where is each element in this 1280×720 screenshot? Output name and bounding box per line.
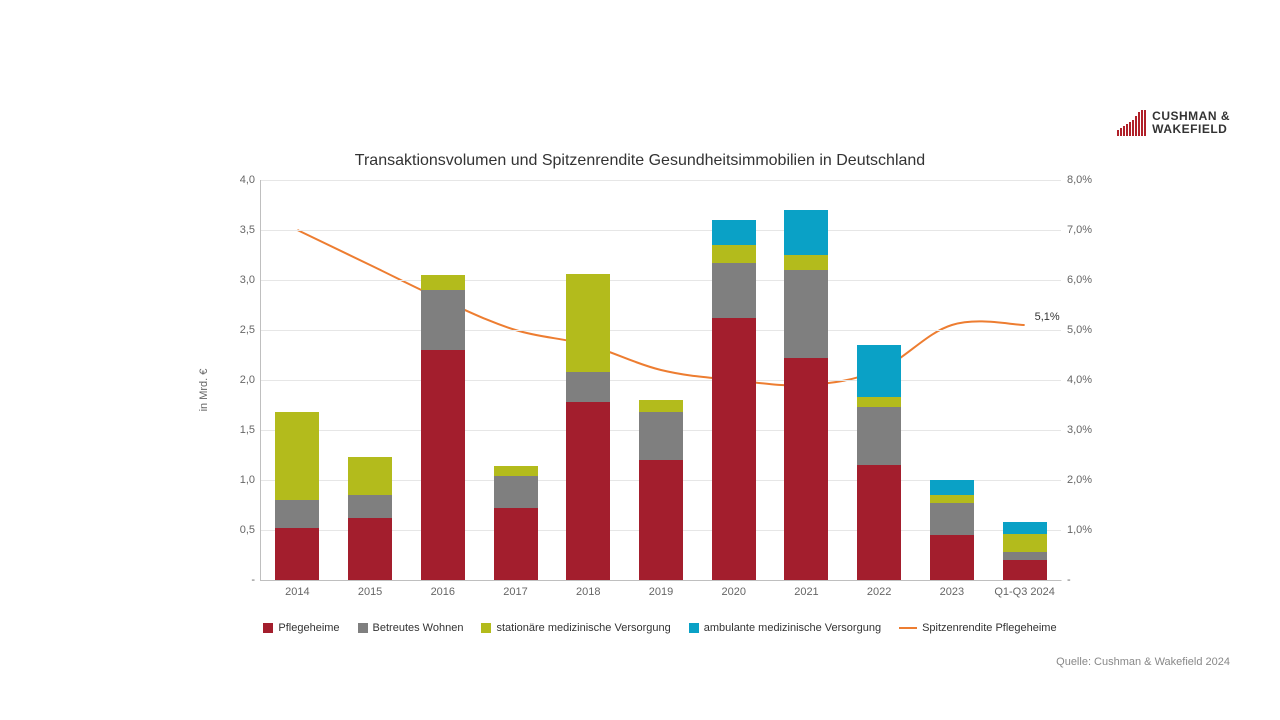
bar-segment-betreutes_wohnen — [275, 500, 319, 528]
x-axis-label: 2017 — [476, 586, 555, 598]
source-text: Quelle: Cushman & Wakefield 2024 — [1056, 656, 1230, 668]
legend-label: Spitzenrendite Pflegeheime — [922, 622, 1057, 634]
bar-segment-betreutes_wohnen — [1003, 552, 1047, 560]
left-axis-tick: 3,5 — [215, 224, 255, 236]
legend-swatch-icon — [263, 623, 273, 633]
bar-segment-pflegeheime — [275, 528, 319, 580]
x-axis-label: 2021 — [767, 586, 846, 598]
bar-segment-betreutes_wohnen — [639, 412, 683, 460]
x-axis-label: Q1-Q3 2024 — [985, 586, 1064, 598]
line-endpoint-label: 5,1% — [1035, 311, 1060, 323]
chart-title: Transaktionsvolumen und Spitzenrendite G… — [0, 152, 1280, 170]
x-axis-label: 2015 — [331, 586, 410, 598]
legend-item-betreutes_wohnen: Betreutes Wohnen — [358, 622, 464, 634]
legend-swatch-icon — [689, 623, 699, 633]
left-axis-tick: 4,0 — [215, 174, 255, 186]
x-axis-label: 2022 — [840, 586, 919, 598]
bar-segment-ambulant — [1003, 522, 1047, 534]
legend: Pflegeheime Betreutes Wohnen stationäre me… — [260, 622, 1060, 634]
bar-segment-stationaer — [348, 457, 392, 495]
logo-bars-icon — [1117, 110, 1146, 136]
bar-segment-betreutes_wohnen — [494, 476, 538, 508]
x-axis-label: 2018 — [549, 586, 628, 598]
bar-segment-ambulant — [712, 220, 756, 245]
right-axis-tick: 2,0% — [1067, 474, 1107, 486]
bar-segment-ambulant — [857, 345, 901, 397]
bar-segment-pflegeheime — [1003, 560, 1047, 580]
left-axis-title: in Mrd. € — [198, 369, 210, 412]
legend-item-spitzenrendite: Spitzenrendite Pflegeheime — [899, 622, 1057, 634]
bar-segment-betreutes_wohnen — [784, 270, 828, 358]
right-axis-tick: 4,0% — [1067, 374, 1107, 386]
bar-segment-betreutes_wohnen — [566, 372, 610, 402]
bar-segment-stationaer — [421, 275, 465, 290]
left-axis-tick: - — [215, 574, 255, 586]
plot-area: -0,51,01,52,02,53,03,54,0-1,0%2,0%3,0%4,… — [260, 180, 1062, 581]
left-axis-tick: 1,5 — [215, 424, 255, 436]
legend-swatch-icon — [481, 623, 491, 633]
bar-segment-betreutes_wohnen — [712, 263, 756, 318]
bar-segment-stationaer — [639, 400, 683, 412]
bar-segment-stationaer — [1003, 534, 1047, 552]
logo-line2: WAKEFIELD — [1152, 123, 1230, 136]
bar-segment-stationaer — [930, 495, 974, 503]
left-axis-tick: 2,0 — [215, 374, 255, 386]
bar-segment-betreutes_wohnen — [421, 290, 465, 350]
legend-item-ambulant: ambulante medizinische Versorgung — [689, 622, 881, 634]
logo-text: CUSHMAN & WAKEFIELD — [1152, 110, 1230, 135]
x-axis-label: 2016 — [403, 586, 482, 598]
bar-segment-stationaer — [275, 412, 319, 500]
bar-segment-pflegeheime — [421, 350, 465, 580]
legend-line-icon — [899, 627, 917, 629]
page: CUSHMAN & WAKEFIELD Transaktionsvolumen … — [0, 0, 1280, 720]
bar-segment-stationaer — [857, 397, 901, 407]
brand-logo: CUSHMAN & WAKEFIELD — [1117, 110, 1230, 136]
right-axis-tick: 8,0% — [1067, 174, 1107, 186]
right-axis-tick: - — [1067, 574, 1107, 586]
right-axis-tick: 1,0% — [1067, 524, 1107, 536]
legend-label: Pflegeheime — [278, 622, 339, 634]
right-axis-tick: 6,0% — [1067, 274, 1107, 286]
bar-segment-ambulant — [784, 210, 828, 255]
bar-segment-pflegeheime — [784, 358, 828, 580]
left-axis-tick: 3,0 — [215, 274, 255, 286]
bar-segment-pflegeheime — [494, 508, 538, 580]
right-axis-tick: 7,0% — [1067, 224, 1107, 236]
legend-label: stationäre medizinische Versorgung — [496, 622, 670, 634]
x-axis-label: 2019 — [622, 586, 701, 598]
bar-segment-pflegeheime — [566, 402, 610, 580]
chart-plot: in Mrd. € -0,51,01,52,02,53,03,54,0-1,0%… — [260, 180, 1060, 600]
line-spitzenrendite — [297, 230, 1024, 385]
left-axis-tick: 2,5 — [215, 324, 255, 336]
bar-segment-betreutes_wohnen — [348, 495, 392, 518]
bar-segment-stationaer — [712, 245, 756, 263]
bar-segment-pflegeheime — [348, 518, 392, 580]
bar-segment-ambulant — [930, 480, 974, 495]
bar-segment-pflegeheime — [639, 460, 683, 580]
left-axis-tick: 0,5 — [215, 524, 255, 536]
bar-segment-betreutes_wohnen — [930, 503, 974, 535]
left-axis-tick: 1,0 — [215, 474, 255, 486]
legend-item-stationaer: stationäre medizinische Versorgung — [481, 622, 670, 634]
bar-segment-pflegeheime — [930, 535, 974, 580]
bar-segment-betreutes_wohnen — [857, 407, 901, 465]
legend-swatch-icon — [358, 623, 368, 633]
bar-segment-stationaer — [494, 466, 538, 476]
legend-item-pflegeheime: Pflegeheime — [263, 622, 339, 634]
x-axis-label: 2020 — [694, 586, 773, 598]
x-axis-label: 2014 — [258, 586, 337, 598]
bar-segment-pflegeheime — [857, 465, 901, 580]
bar-segment-pflegeheime — [712, 318, 756, 580]
bar-segment-stationaer — [784, 255, 828, 270]
legend-label: Betreutes Wohnen — [373, 622, 464, 634]
bar-segment-stationaer — [566, 274, 610, 372]
legend-label: ambulante medizinische Versorgung — [704, 622, 881, 634]
right-axis-tick: 5,0% — [1067, 324, 1107, 336]
right-axis-tick: 3,0% — [1067, 424, 1107, 436]
x-axis-label: 2023 — [913, 586, 992, 598]
